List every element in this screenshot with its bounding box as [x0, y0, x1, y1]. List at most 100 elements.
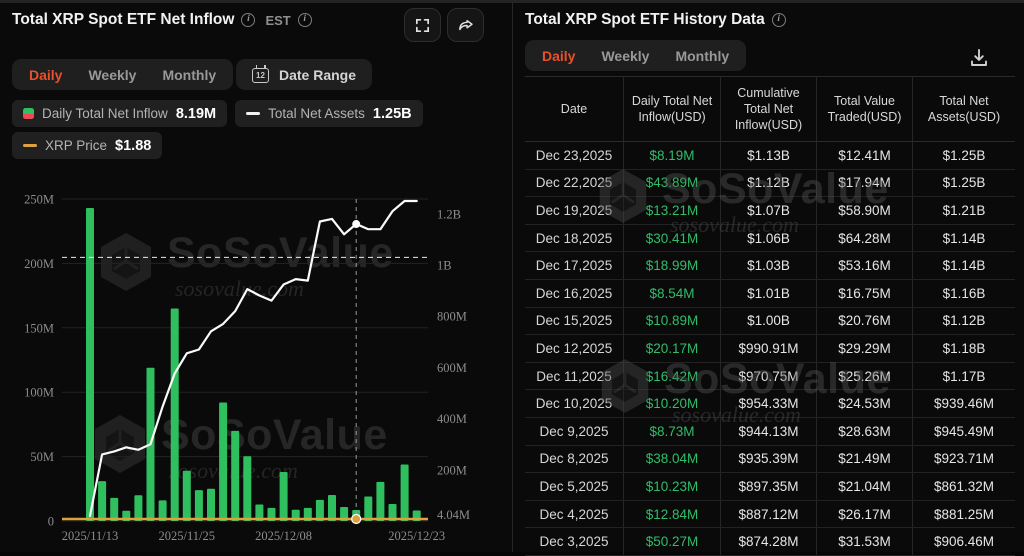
tab-weekly[interactable]: Weekly	[601, 47, 650, 64]
tab-monthly[interactable]: Monthly	[675, 47, 730, 64]
info-icon[interactable]: i	[241, 13, 256, 27]
inflow-bar[interactable]	[219, 402, 228, 521]
table-row: Dec 16,2025 $8.54M $1.01B $16.75M $1.16B	[525, 279, 1015, 308]
right-axis-tick: 600M	[437, 361, 467, 375]
inflow-bar[interactable]	[207, 488, 215, 521]
cell-value: $1.25B	[912, 169, 1015, 197]
inflow-bar[interactable]	[255, 504, 264, 521]
inflow-bar[interactable]	[303, 507, 312, 521]
inflow-bar[interactable]	[376, 481, 385, 521]
cell-value: $861.32M	[912, 473, 1015, 500]
tab-daily[interactable]: Daily	[542, 47, 576, 64]
net-inflow-chart[interactable]: 250M 200M 150M 100M 50M 0 1.2B 1B 800M 600M 400M 20…	[0, 189, 505, 552]
left-axis-tick: 200M	[24, 257, 54, 271]
cell-date: Dec 23,2025	[535, 147, 613, 163]
table-row: Dec 5,2025 $10.23M $897.35M $21.04M $861.32M	[525, 473, 1015, 501]
inflow-bar[interactable]	[279, 472, 288, 521]
cell-value: $10.23M	[623, 473, 720, 500]
timezone-info-icon[interactable]: i	[297, 13, 312, 27]
fullscreen-button[interactable]	[404, 8, 441, 42]
inflow-bar[interactable]	[194, 490, 203, 521]
legend-daily-net-inflow[interactable]: Daily Total Net Inflow 8.19M	[12, 100, 228, 127]
net-assets-line[interactable]	[88, 199, 418, 517]
cell-date: Dec 11,2025	[536, 368, 612, 384]
cell-value: $923.71M	[912, 445, 1015, 473]
cell-value: $881.25M	[912, 500, 1015, 528]
right-axis-tick: 1.2B	[437, 207, 461, 221]
net-assets-dash-icon	[246, 111, 261, 116]
cell-value: $43.89M	[623, 169, 720, 197]
right-axis-tick: 400M	[437, 412, 467, 426]
legend-xrp-price[interactable]: XRP Price $1.88	[12, 132, 163, 159]
cell-value: $21.49M	[816, 445, 912, 473]
tab-daily[interactable]: Daily	[29, 66, 63, 83]
right-axis-tick: 800M	[437, 310, 467, 324]
inflow-bar[interactable]	[110, 497, 119, 521]
net-inflow-chart-panel: Total XRP Spot ETF Net Inflow i EST i Da…	[0, 3, 512, 552]
cell-value: $10.89M	[623, 307, 720, 335]
xrp-price-marker-dot	[351, 513, 362, 525]
cell-value: $16.75M	[816, 279, 912, 307]
inflow-bar[interactable]	[267, 507, 276, 521]
inflow-bar[interactable]	[328, 495, 336, 521]
download-icon[interactable]	[967, 46, 991, 70]
table-title: Total XRP Spot ETF History Data	[525, 11, 765, 28]
cell-date: Dec 15,2025	[535, 313, 613, 329]
tab-weekly[interactable]: Weekly	[88, 66, 137, 83]
inflow-bar[interactable]	[170, 308, 179, 521]
cell-value: $26.17M	[816, 500, 912, 528]
legend-label: XRP Price	[45, 138, 108, 153]
inflow-bar[interactable]	[315, 499, 324, 521]
cell-date: Dec 19,2025	[535, 202, 613, 218]
inflow-bar[interactable]	[340, 506, 349, 521]
cell-date: Dec 9,2025	[539, 423, 609, 439]
table-row: Dec 8,2025 $38.04M $935.39M $21.49M $923.71M	[525, 445, 1015, 474]
timezone-label: EST	[265, 12, 291, 28]
table-row: Dec 12,2025 $20.17M $990.91M $29.29M $1.18B	[525, 335, 1015, 363]
cell-value: $1.13B	[720, 142, 816, 169]
cell-value: $12.41M	[816, 142, 912, 169]
cell-value: $944.13M	[720, 417, 816, 445]
cell-value: $29.29M	[816, 335, 912, 362]
x-axis-tick: 2025/12/23	[388, 529, 445, 543]
inflow-bar[interactable]	[98, 481, 107, 521]
cell-value: $1.25B	[912, 142, 1015, 169]
inflow-bar[interactable]	[243, 456, 252, 521]
inflow-bar[interactable]	[158, 500, 167, 521]
cell-value: $935.39M	[720, 445, 816, 473]
cell-date: Dec 17,2025	[535, 258, 613, 274]
table-row: Dec 18,2025 $30.41M $1.06B $64.28M $1.14B	[525, 224, 1015, 253]
inflow-bar[interactable]	[182, 470, 191, 521]
net-assets-marker-dot	[352, 220, 361, 229]
inflow-bar[interactable]	[388, 503, 397, 521]
inflow-bar[interactable]	[400, 464, 409, 521]
cell-value: $1.03B	[720, 252, 816, 279]
cell-value: $939.46M	[912, 390, 1015, 417]
share-button[interactable]	[447, 8, 484, 42]
cell-date: Dec 22,2025	[535, 175, 613, 191]
info-icon[interactable]: i	[771, 13, 786, 27]
cell-value: $1.12B	[720, 169, 816, 197]
table-panel-header: Total XRP Spot ETF History Data i	[525, 11, 786, 29]
table-row: Dec 17,2025 $18.99M $1.03B $53.16M $1.14B	[525, 252, 1015, 280]
date-range-button[interactable]: 12 Date Range	[236, 59, 373, 90]
column-header: Cumulative Total Net Inflow(USD)	[720, 77, 816, 141]
inflow-bar[interactable]	[231, 430, 240, 521]
left-axis-tick: 100M	[24, 386, 54, 400]
inflow-bar[interactable]	[86, 208, 94, 522]
cell-value: $16.42M	[623, 362, 720, 390]
cell-value: $13.21M	[623, 197, 720, 224]
tab-monthly[interactable]: Monthly	[162, 66, 217, 83]
x-axis-tick: 2025/12/08	[255, 529, 312, 543]
cell-value: $10.20M	[623, 390, 720, 417]
cell-value: $8.73M	[623, 417, 720, 445]
inflow-bar[interactable]	[364, 496, 373, 521]
cell-value: $64.28M	[816, 224, 912, 252]
table-row: Dec 19,2025 $13.21M $1.07B $58.90M $1.21B	[525, 197, 1015, 225]
cell-value: $17.94M	[816, 169, 912, 197]
inflow-bar[interactable]	[134, 495, 143, 521]
cell-value: $887.12M	[720, 500, 816, 528]
legend-total-net-assets[interactable]: Total Net Assets 1.25B	[235, 100, 423, 127]
cell-value: $954.33M	[720, 390, 816, 417]
